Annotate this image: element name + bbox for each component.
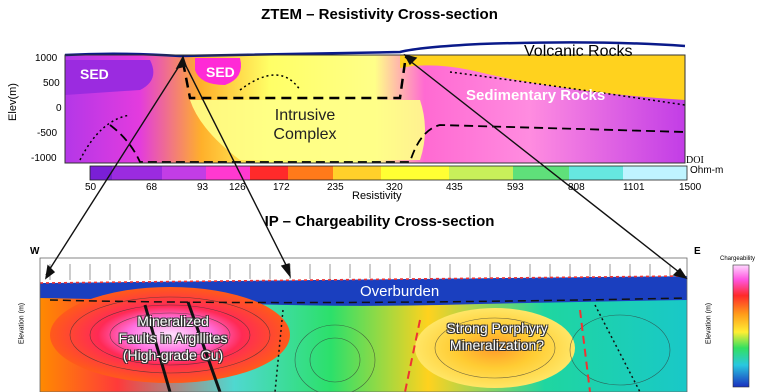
sed-center-label: SED	[206, 64, 235, 80]
faults-line-1: Mineralized	[137, 313, 209, 329]
cb-tick-6: 320	[386, 182, 403, 193]
porphyry-label: Strong Porphyry Mineralization?	[432, 320, 562, 354]
volcanic-rocks-unit	[400, 55, 685, 100]
intrusive-outline	[181, 61, 407, 100]
sed-unit-center	[195, 58, 241, 85]
chargeability-contours	[69, 296, 671, 392]
west-label: W	[30, 246, 40, 257]
doi-label: DOI	[686, 155, 704, 166]
top-ytick-1000: 1000	[35, 53, 58, 64]
porphyry-line-1: Strong Porphyry	[446, 320, 548, 336]
porphyry-line-2: Mineralization?	[449, 337, 545, 353]
cb-tick-0: 50	[85, 182, 97, 193]
dotted-contact	[79, 71, 686, 161]
fault-line-2	[186, 301, 222, 392]
sed-unit-left	[65, 60, 154, 95]
intrusive-complex-label: Intrusive Complex	[257, 106, 353, 144]
top-title: ZTEM – Resistivity Cross-section	[261, 6, 498, 23]
legend-title: Chargeability	[720, 256, 756, 262]
cb-tick-9: 808	[568, 182, 585, 193]
chargeability-frame	[39, 257, 688, 392]
bottom-title: IP – Chargeability Cross-section	[264, 213, 495, 230]
mineralized-faults-label: Mineralized Faults in Argillites (High-g…	[118, 313, 228, 364]
top-ytick-neg1000: -1000	[31, 153, 57, 164]
fault-line-4	[594, 304, 641, 392]
chargeability-legend-bar	[732, 264, 750, 388]
cb-tick-4: 172	[273, 182, 290, 193]
cb-tick-5: 235	[327, 182, 344, 193]
intrusive-bottom	[109, 124, 686, 163]
faults-line-2: Faults in Argillites	[118, 330, 228, 346]
mineralized-faults-anomaly	[50, 287, 290, 383]
correlation-arrows	[45, 53, 688, 280]
colorbar-unit: Ohm-m	[690, 165, 724, 176]
cb-tick-11: 1500	[679, 182, 702, 193]
fault-line-1	[143, 304, 172, 392]
top-ytick-0: 0	[56, 103, 62, 114]
cb-tick-2: 93	[197, 182, 209, 193]
volcanic-rocks-label: Volcanic Rocks	[524, 43, 633, 60]
cb-tick-8: 593	[507, 182, 524, 193]
sedimentary-rocks-label: Sedimentary Rocks	[466, 87, 606, 104]
ip-topo-mask	[40, 258, 687, 283]
resistivity-frame	[64, 54, 686, 164]
overburden-label: Overburden	[360, 283, 440, 300]
resistivity-colorbar	[89, 165, 688, 181]
colorbar-label: Resistivity	[352, 190, 402, 202]
cb-tick-10: 1101	[623, 182, 645, 193]
east-label: E	[694, 246, 701, 257]
fault-line-3	[274, 309, 284, 392]
cb-tick-3: 126	[229, 182, 246, 193]
intrusive-complex	[190, 100, 425, 160]
bottom-ylabel-right: Elevation (m)	[705, 302, 713, 345]
topography-mask	[65, 40, 685, 56]
sed-left-label: SED	[80, 66, 109, 82]
intrusive-complex-text: Intrusive Complex	[273, 107, 337, 143]
cb-tick-7: 435	[446, 182, 463, 193]
cb-tick-1: 68	[146, 182, 158, 193]
bottom-ylabel-left: Elevation (m)	[18, 302, 26, 345]
top-ytick-500: 500	[43, 78, 60, 89]
faults-line-3: (High-grade Cu)	[122, 347, 224, 363]
porphyry-anomaly	[415, 308, 575, 388]
top-ytick-neg500: -500	[37, 128, 58, 139]
porphyry-outline	[404, 309, 591, 392]
topography-line	[64, 41, 686, 58]
